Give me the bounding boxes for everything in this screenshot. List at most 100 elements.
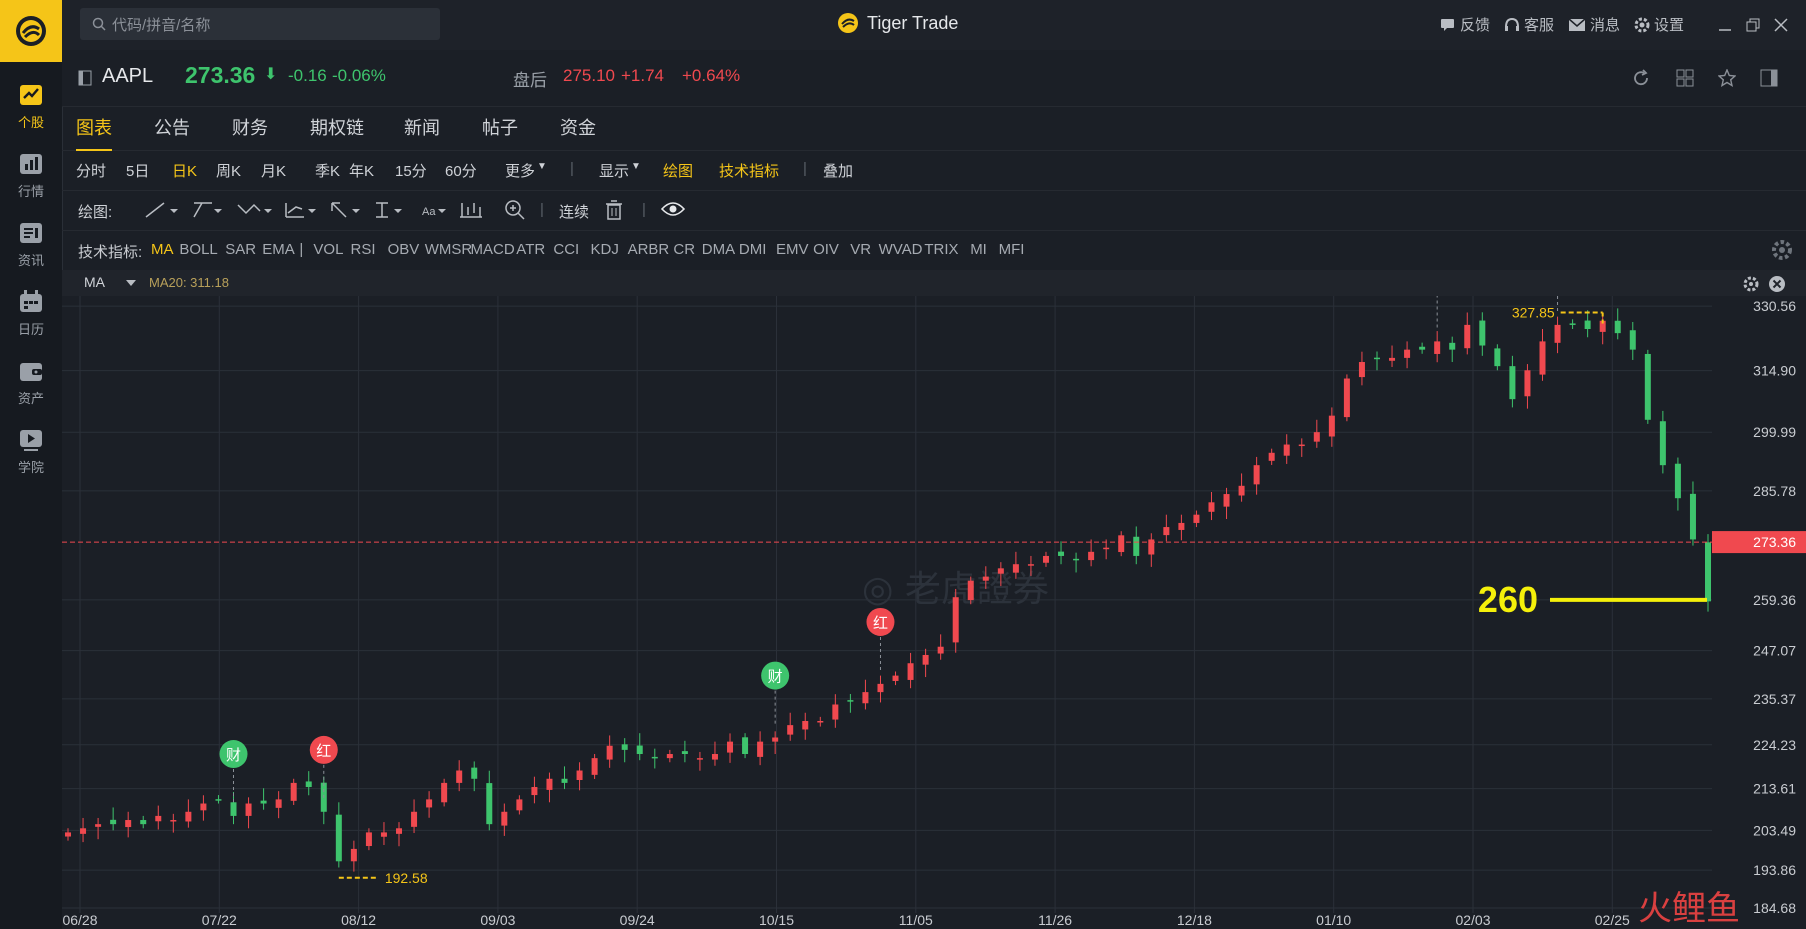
period-6[interactable]: 年K — [349, 163, 375, 180]
period-2[interactable]: 日K — [172, 163, 198, 180]
indicator-vol[interactable]: VOL — [313, 241, 344, 258]
period-3[interactable]: 周K — [216, 163, 242, 180]
search-placeholder: 代码/拼音/名称 — [112, 16, 211, 34]
event-marker[interactable]: 红 — [309, 735, 338, 800]
period-1[interactable]: 5日 — [126, 163, 150, 180]
display-chevron-icon[interactable]: ▼ — [631, 161, 641, 172]
sidebar-item-3[interactable]: 日历 — [0, 279, 62, 349]
indicator-cci[interactable]: CCI — [553, 241, 580, 258]
top-action-0[interactable]: 反馈 — [1440, 14, 1490, 35]
eye-icon[interactable] — [661, 201, 685, 217]
refresh-icon[interactable] — [1632, 69, 1650, 87]
overlay-menu[interactable]: 叠加 — [823, 163, 854, 180]
zoom-in-icon[interactable] — [504, 199, 526, 221]
trash-icon[interactable] — [605, 199, 623, 221]
indicator-mfi[interactable]: MFI — [998, 241, 1025, 258]
candle — [1163, 514, 1170, 542]
more-chevron-icon[interactable]: ▼ — [537, 161, 547, 172]
indicator-mi[interactable]: MI — [970, 241, 987, 258]
period-0[interactable]: 分时 — [76, 163, 107, 180]
period-8[interactable]: 60分 — [445, 163, 477, 180]
indicator-ma[interactable]: MA — [151, 241, 174, 258]
chevron-down-icon[interactable] — [126, 280, 136, 286]
indicators-menu[interactable]: 技术指标 — [719, 163, 780, 180]
event-marker[interactable]: 财 — [761, 661, 790, 726]
candle — [260, 788, 267, 810]
x-tick-label: 10/15 — [759, 912, 794, 928]
sidebar-item-5[interactable]: 学院 — [0, 417, 62, 487]
close-button[interactable] — [1774, 17, 1788, 32]
continuous-toggle[interactable]: 连续 — [559, 204, 590, 221]
indicator-obv[interactable]: OBV — [387, 241, 420, 258]
ma-settings-icon[interactable] — [1742, 275, 1760, 293]
tab-3[interactable]: 期权链 — [310, 118, 364, 138]
sidebar-item-0[interactable]: 个股 — [0, 72, 62, 142]
tab-0[interactable]: 图表 — [76, 114, 112, 151]
candle — [1268, 448, 1275, 465]
gear-icon — [1634, 17, 1650, 32]
candle — [95, 817, 102, 840]
panel-toggle-icon[interactable] — [78, 70, 92, 86]
indicator-dmi[interactable]: DMI — [738, 241, 767, 258]
period-5[interactable]: 季K — [315, 163, 341, 180]
ma-select[interactable]: MA — [84, 274, 105, 290]
indicator-kdj[interactable]: KDJ — [590, 241, 619, 258]
indicator-atr[interactable]: ATR — [516, 241, 546, 258]
event-marker[interactable]: 财 — [219, 740, 248, 804]
indicator-macd[interactable]: MACD — [470, 241, 515, 258]
candle — [937, 634, 944, 660]
period-7[interactable]: 15分 — [395, 163, 427, 180]
indicator-ema[interactable]: EMA — [262, 241, 295, 258]
candle — [1689, 481, 1696, 546]
indicator-emv[interactable]: EMV — [776, 241, 809, 258]
draw-menu[interactable]: 绘图 — [663, 163, 694, 180]
top-action-3[interactable]: 设置 — [1634, 14, 1684, 35]
side-panel-icon[interactable] — [1760, 69, 1778, 87]
star-icon[interactable] — [1718, 69, 1736, 87]
tab-5[interactable]: 帖子 — [482, 118, 518, 138]
indicator-wvad[interactable]: WVAD — [878, 241, 923, 258]
tab-1[interactable]: 公告 — [154, 118, 190, 138]
sidebar-item-4[interactable]: 资产 — [0, 348, 62, 418]
indicator-settings-icon[interactable] — [1771, 239, 1793, 261]
period-4[interactable]: 月K — [261, 163, 287, 180]
tiger-logo[interactable] — [0, 0, 62, 62]
indicator-cr[interactable]: CR — [673, 241, 696, 258]
display-menu[interactable]: 显示 — [599, 163, 630, 180]
sidebar-item-1[interactable]: 行情 — [0, 141, 62, 211]
tab-4[interactable]: 新闻 — [404, 118, 440, 138]
restore-button[interactable] — [1746, 18, 1760, 32]
candle — [1509, 355, 1516, 408]
indicator-sar[interactable]: SAR — [225, 241, 257, 258]
stock-icon — [18, 82, 44, 108]
indicator-wmsr[interactable]: WMSR — [424, 241, 473, 258]
indicator-oiv[interactable]: OIV — [813, 241, 839, 258]
event-marker[interactable]: 红 — [866, 607, 895, 672]
indicator-trix[interactable]: TRIX — [924, 241, 959, 258]
search-input[interactable]: 代码/拼音/名称 — [80, 8, 440, 40]
indicator-dma[interactable]: DMA — [701, 241, 736, 258]
symbol: AAPL — [102, 65, 154, 87]
top-action-2[interactable]: 消息 — [1568, 14, 1620, 35]
y-tick-label: 314.90 — [1753, 363, 1796, 379]
top-action-1[interactable]: 客服 — [1504, 14, 1554, 35]
tab-2[interactable]: 财务 — [232, 118, 268, 138]
headset-icon — [1504, 17, 1519, 31]
high-annotation: 327.85 — [1512, 305, 1555, 321]
price-chart[interactable]: ◎ 老虎證券330.56314.90299.99285.78259.36247.… — [62, 296, 1806, 929]
after-hours-change: +1.74 — [621, 66, 665, 85]
draw-tools-icons[interactable]: Aa — [142, 199, 582, 221]
period-9[interactable]: 更多 — [505, 163, 536, 180]
grid-icon[interactable] — [1676, 69, 1694, 87]
minimize-button[interactable] — [1718, 18, 1732, 32]
candle — [486, 770, 493, 831]
candle — [832, 694, 839, 728]
tab-6[interactable]: 资金 — [560, 118, 596, 138]
candle — [1058, 541, 1065, 565]
indicator-vr[interactable]: VR — [850, 241, 872, 258]
indicator-arbr[interactable]: ARBR — [627, 241, 670, 258]
indicator-rsi[interactable]: RSI — [350, 241, 376, 258]
sidebar-item-2[interactable]: 资讯 — [0, 210, 62, 280]
indicator-boll[interactable]: BOLL — [179, 241, 218, 258]
ma-close-icon[interactable] — [1768, 275, 1786, 293]
